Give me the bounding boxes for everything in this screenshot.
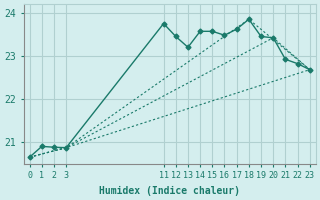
X-axis label: Humidex (Indice chaleur): Humidex (Indice chaleur) bbox=[99, 186, 240, 196]
